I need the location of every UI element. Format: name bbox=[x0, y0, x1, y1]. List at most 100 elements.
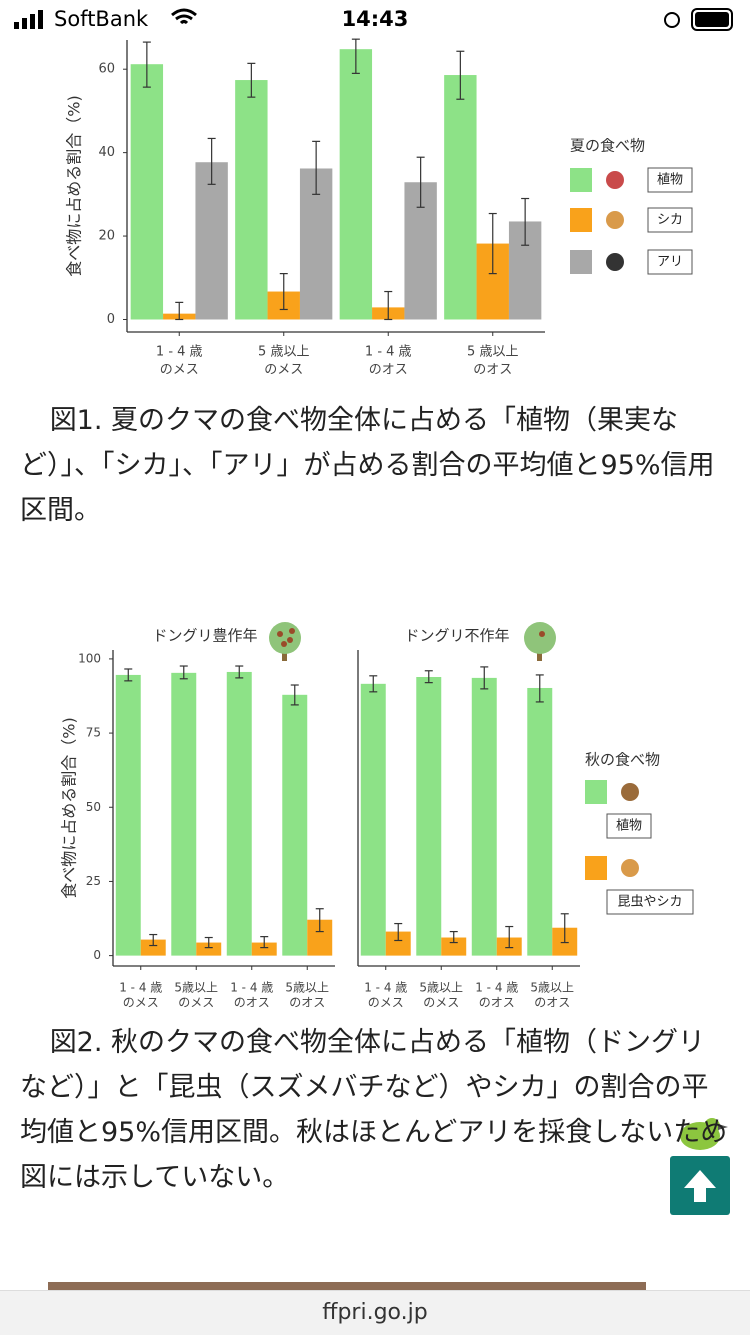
legend-callout bbox=[647, 207, 693, 233]
panel-title: ドングリ豊作年 bbox=[152, 627, 257, 645]
acorn-tree-icon bbox=[269, 622, 301, 661]
error-bar bbox=[384, 290, 393, 321]
bar bbox=[196, 942, 222, 956]
legend-title: 夏の食べ物 bbox=[570, 137, 645, 155]
legend-icon bbox=[606, 211, 624, 229]
legend-label: 植物 bbox=[616, 818, 642, 834]
y-tick-label: 60 bbox=[98, 62, 115, 77]
x-tick-label: 1 - 4 歳 bbox=[156, 345, 203, 360]
error-bar bbox=[207, 137, 216, 185]
y-tick-label: 50 bbox=[86, 800, 101, 814]
error-bar bbox=[124, 668, 133, 682]
bar bbox=[195, 162, 228, 320]
x-tick-label: のメス bbox=[264, 363, 303, 378]
legend-callout bbox=[647, 167, 693, 193]
error-bar bbox=[535, 674, 544, 703]
legend-callout bbox=[647, 249, 693, 275]
status-icons: SoftBank 14:43 bbox=[14, 7, 733, 31]
error-bar bbox=[505, 925, 514, 949]
error-bar bbox=[260, 936, 269, 949]
battery bbox=[691, 8, 733, 31]
y-axis-label: 食べ物に占める割合（%) bbox=[65, 95, 84, 276]
error-bar bbox=[204, 936, 213, 949]
x-tick-label: 1 - 4 歳 bbox=[119, 981, 162, 995]
error-bar bbox=[488, 212, 497, 275]
legend-title: 秋の食べ物 bbox=[585, 751, 660, 769]
error-bar bbox=[142, 41, 151, 88]
bar bbox=[171, 672, 197, 956]
scroll-to-top-button[interactable] bbox=[670, 1156, 730, 1215]
bar bbox=[130, 64, 164, 320]
signal bbox=[14, 22, 19, 29]
error-bar bbox=[480, 666, 489, 690]
y-tick-label: 75 bbox=[86, 726, 101, 740]
bar bbox=[444, 75, 477, 320]
bar bbox=[360, 683, 386, 956]
error-bar bbox=[456, 50, 465, 100]
error-bar bbox=[179, 665, 188, 680]
clock: 14:43 bbox=[342, 7, 409, 31]
legend-swatch bbox=[570, 168, 592, 192]
x-tick-label: 1 - 4 歳 bbox=[364, 981, 407, 995]
error-bar bbox=[416, 156, 425, 208]
error-bar bbox=[149, 933, 158, 947]
signal bbox=[38, 10, 43, 29]
bird-icon bbox=[680, 1118, 728, 1150]
legend-label: 植物 bbox=[657, 172, 683, 188]
bar bbox=[527, 687, 553, 956]
y-tick-label: 100 bbox=[78, 651, 101, 665]
x-tick-label: のオス bbox=[234, 996, 270, 1010]
y-tick-label: 0 bbox=[107, 312, 115, 327]
x-tick-label: 5 歳以上 bbox=[258, 345, 309, 360]
figure-caption: 図1. 夏のクマの食べ物全体に占める「植物（果実など）」、「シカ」、「アリ」が占… bbox=[20, 405, 715, 526]
error-bar bbox=[279, 273, 288, 311]
y-tick-label: 40 bbox=[98, 145, 115, 160]
bar bbox=[226, 671, 252, 956]
x-tick-label: のメス bbox=[423, 996, 459, 1010]
x-tick-label: のメス bbox=[368, 996, 404, 1010]
x-tick-label: 5歳以上 bbox=[174, 981, 218, 995]
x-tick-label: 1 - 4 歳 bbox=[230, 981, 273, 995]
error-bar bbox=[290, 684, 299, 706]
y-tick-label: 25 bbox=[86, 874, 101, 888]
signal bbox=[30, 14, 35, 29]
x-tick-label: のメス bbox=[123, 996, 159, 1010]
x-tick-label: のメス bbox=[178, 996, 214, 1010]
error-bar bbox=[369, 675, 378, 693]
legend-icon bbox=[621, 783, 639, 801]
x-tick-label: のメス bbox=[160, 363, 199, 378]
footer-url-bar[interactable]: ffpri.go.jp bbox=[0, 1290, 750, 1335]
error-bar bbox=[235, 665, 244, 679]
x-tick-label: 1 - 4 歳 bbox=[475, 981, 518, 995]
x-tick-label: のオス bbox=[534, 996, 570, 1010]
status-bar: SoftBank 14:43 bbox=[0, 0, 750, 40]
bar bbox=[441, 937, 467, 956]
error-bar bbox=[424, 670, 433, 684]
bar bbox=[416, 677, 442, 956]
legend-icon bbox=[606, 171, 624, 189]
legend-swatch bbox=[570, 250, 592, 274]
x-tick-label: 5歳以上 bbox=[419, 981, 463, 995]
bar bbox=[282, 694, 308, 956]
y-tick-label: 20 bbox=[98, 229, 115, 244]
carrier: SoftBank bbox=[54, 7, 149, 31]
legend-icon bbox=[621, 859, 639, 877]
error-bar bbox=[521, 197, 530, 246]
legend-swatch bbox=[585, 780, 607, 804]
error-bar bbox=[312, 140, 321, 195]
battery-level bbox=[695, 12, 729, 27]
error-bar bbox=[449, 930, 458, 944]
panel-title: ドングリ不作年 bbox=[404, 627, 509, 645]
y-tick-label: 0 bbox=[93, 948, 101, 962]
legend-label: アリ bbox=[657, 255, 683, 270]
legend-swatch bbox=[570, 208, 592, 232]
error-bar bbox=[351, 38, 360, 74]
legend-label: 昆虫やシカ bbox=[617, 895, 682, 910]
legend-callout bbox=[606, 889, 694, 915]
legend-callout bbox=[606, 813, 652, 839]
photo-strip bbox=[48, 1282, 646, 1290]
error-bar bbox=[175, 301, 184, 321]
